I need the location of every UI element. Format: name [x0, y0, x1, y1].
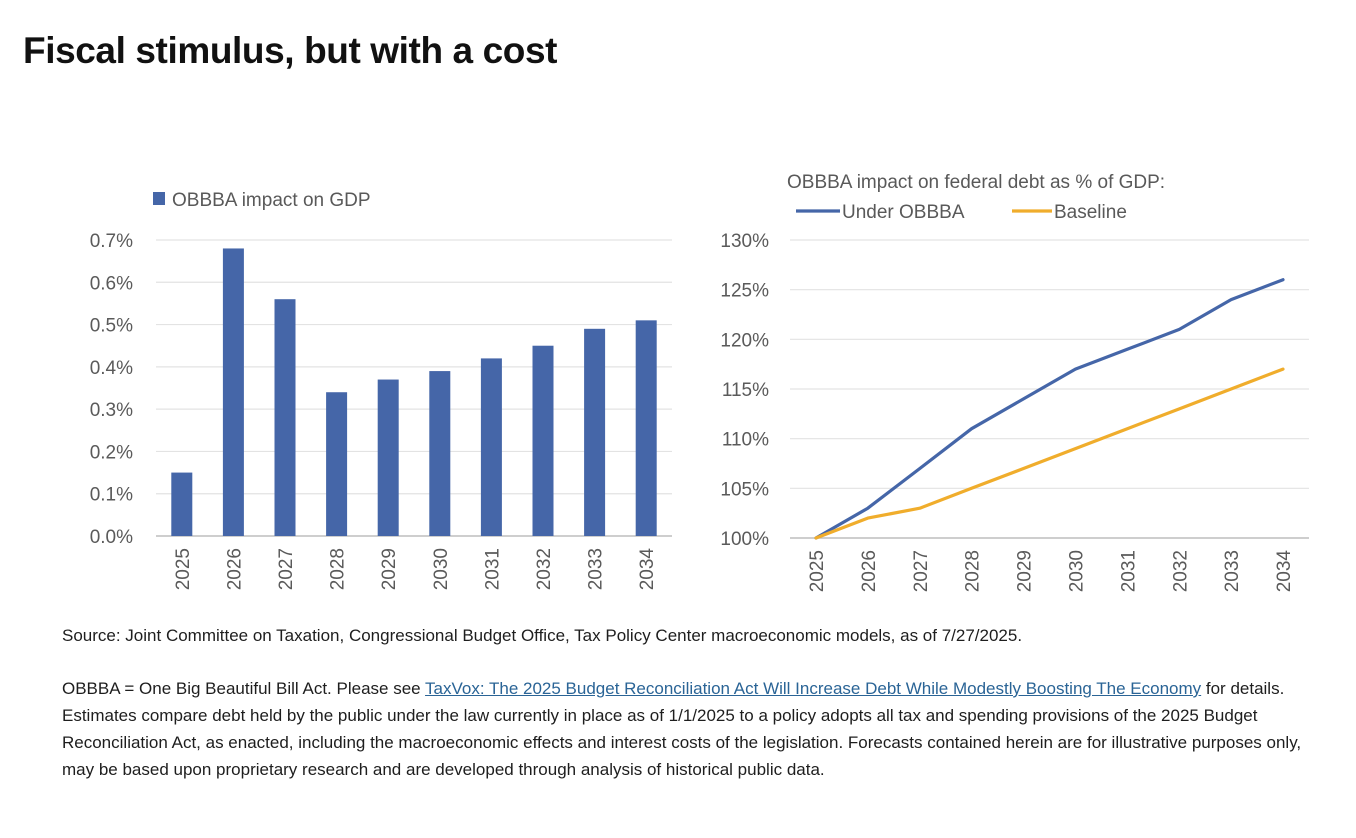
- note-prefix: OBBBA = One Big Beautiful Bill Act. Plea…: [62, 679, 426, 698]
- x-tick-label: 2027: [276, 548, 297, 590]
- y-tick-label: 115%: [722, 380, 769, 401]
- x-tick-label: 2034: [637, 548, 658, 591]
- x-tick-label: 2029: [379, 548, 400, 590]
- bar-2027: [274, 299, 296, 536]
- footnotes: Source: Joint Committee on Taxation, Con…: [62, 622, 1302, 783]
- x-tick-label: 2029: [1015, 550, 1036, 592]
- taxvox-link[interactable]: TaxVox: The 2025 Budget Reconciliation A…: [425, 679, 1202, 698]
- legend-label-baseline: Baseline: [1054, 202, 1127, 223]
- bar-2028: [326, 392, 348, 536]
- y-tick-label: 0.5%: [90, 316, 133, 337]
- y-tick-label: 0.0%: [90, 527, 133, 548]
- legend-swatch: [153, 192, 165, 205]
- legend-label-under-obbba: Under OBBBA: [842, 202, 965, 223]
- series-line-under-obbba: [814, 278, 1285, 540]
- x-tick-label: 2026: [859, 550, 880, 592]
- bar-2034: [635, 320, 657, 536]
- x-tick-label: 2025: [807, 550, 828, 592]
- bar-2032: [532, 345, 554, 536]
- series-line-baseline: [814, 367, 1285, 540]
- x-tick-label: 2027: [911, 550, 932, 592]
- y-tick-label: 0.3%: [90, 400, 133, 421]
- x-tick-label: 2026: [224, 548, 245, 590]
- x-tick-label: 2033: [586, 548, 607, 590]
- x-tick-label: 2025: [173, 548, 194, 590]
- y-tick-label: 0.1%: [90, 485, 133, 506]
- x-tick-label: 2031: [1118, 550, 1139, 592]
- bar-2026: [222, 248, 244, 536]
- page-title: Fiscal stimulus, but with a cost: [23, 30, 558, 71]
- gdp-impact-bar-chart: 0.0% 0.1% 0.2% 0.3% 0.4% 0.5% 0.6% 0.7% 2025 2026…: [90, 190, 672, 591]
- legend: Under OBBBA Baseline: [796, 202, 1127, 223]
- note-suffix: for details. Estimates compare debt held…: [62, 679, 1302, 779]
- legend-label: OBBBA impact on GDP: [172, 190, 371, 211]
- x-tick-label: 2032: [534, 548, 555, 590]
- y-tick-label: 0.2%: [90, 442, 133, 463]
- y-tick-label: 0.4%: [90, 358, 133, 379]
- x-tick-label: 2028: [328, 548, 349, 590]
- x-tick-label: 2028: [963, 550, 984, 592]
- y-tick-label: 125%: [720, 281, 769, 302]
- y-tick-label: 0.6%: [90, 273, 133, 294]
- x-tick-label: 2030: [1066, 550, 1087, 592]
- y-tick-label: 100%: [720, 529, 769, 550]
- x-tick-label: 2034: [1274, 550, 1295, 593]
- y-tick-label: 105%: [720, 479, 769, 500]
- bar-2025: [171, 472, 193, 536]
- chart-title: OBBBA impact on federal debt as % of GDP…: [787, 172, 1165, 193]
- y-tick-label: 130%: [720, 231, 769, 252]
- y-tick-label: 110%: [722, 430, 769, 451]
- obbba-note: OBBBA = One Big Beautiful Bill Act. Plea…: [62, 675, 1302, 783]
- legend: OBBBA impact on GDP: [153, 190, 371, 211]
- y-tick-label: 0.7%: [90, 231, 133, 252]
- bar-2033: [584, 328, 606, 536]
- x-tick-label: 2032: [1170, 550, 1191, 592]
- bar-2029: [377, 379, 399, 536]
- federal-debt-line-chart: OBBBA impact on federal debt as % of GDP…: [720, 172, 1309, 593]
- x-tick-label: 2033: [1222, 550, 1243, 592]
- bar-2030: [429, 371, 451, 536]
- x-tick-label: 2030: [431, 548, 452, 590]
- x-tick-label: 2031: [482, 548, 503, 590]
- source-note: Source: Joint Committee on Taxation, Con…: [62, 626, 1023, 645]
- y-tick-label: 120%: [720, 330, 769, 351]
- bar-2031: [480, 358, 502, 536]
